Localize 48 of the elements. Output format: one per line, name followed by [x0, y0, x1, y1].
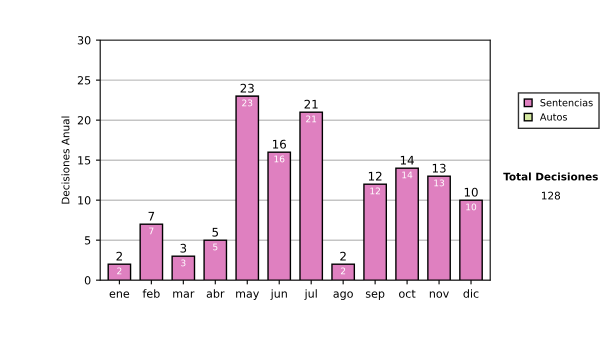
total-label: 10 [464, 188, 478, 197]
data-label: 16 [274, 156, 284, 162]
x-tick-label: feb [142, 289, 160, 298]
x-tick-label: may [236, 291, 260, 300]
data-label: 13 [434, 180, 444, 186]
y-axis-title: Decisiones Anual [61, 116, 70, 204]
text: 128 [542, 192, 560, 200]
data-label: 23 [242, 99, 252, 106]
legend-label: Autos [540, 113, 568, 121]
total-label: 21 [304, 100, 318, 108]
x-tick-label: oct [399, 290, 416, 298]
x-tick-label: mar [173, 291, 194, 298]
data-label: 7 [149, 228, 154, 234]
y-tick-label: 0 [84, 276, 90, 285]
y-tick-label: 30 [78, 36, 90, 44]
x-tick-label: ene [110, 291, 130, 298]
total-label: 7 [148, 212, 154, 220]
legend-label: Sentencias [540, 98, 593, 106]
data-label: 21 [306, 115, 316, 122]
data-label: 5 [213, 244, 218, 250]
x-tick-label: jun [270, 289, 287, 300]
total-label: 3 [180, 244, 186, 253]
x-tick-label: jul [304, 289, 317, 300]
total-label: 13 [432, 164, 446, 173]
data-label: 10 [466, 204, 476, 210]
x-tick-label: abr [206, 289, 224, 298]
data-label: 14 [402, 172, 412, 178]
x-tick-label: nov [430, 291, 449, 298]
total-label: 16 [273, 140, 286, 149]
data-label: 2 [340, 268, 346, 274]
total-label: 5 [212, 228, 218, 237]
x-tick-label: sep [366, 291, 384, 300]
text: Total Decisiones [503, 172, 598, 180]
data-label: 12 [370, 188, 380, 194]
data-label: 2 [117, 268, 122, 274]
total-label: 2 [116, 252, 122, 260]
data-label: 3 [181, 260, 186, 266]
y-tick-label: 10 [78, 196, 90, 205]
y-tick-label: 25 [78, 76, 90, 85]
y-tick-label: 15 [78, 156, 90, 165]
total-label: 2 [340, 252, 346, 260]
x-tick-label: ago [333, 291, 353, 300]
x-tick-label: dic [464, 289, 478, 298]
total-label: 14 [400, 156, 414, 164]
total-label: 23 [240, 84, 254, 93]
y-tick-label: 5 [84, 236, 90, 245]
total-label: 12 [368, 172, 382, 180]
y-tick-label: 20 [78, 116, 90, 125]
